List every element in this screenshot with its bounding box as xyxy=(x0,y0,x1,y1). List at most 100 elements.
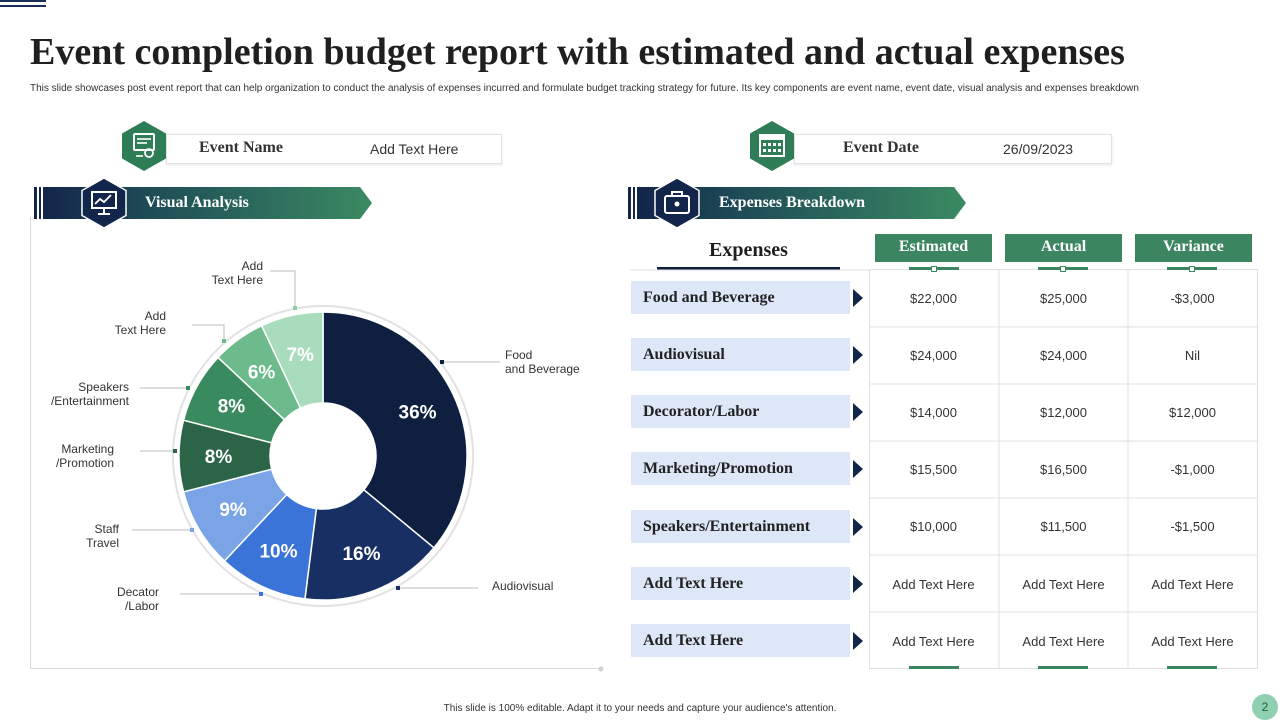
pie-slice-audiovisual-1 xyxy=(304,488,436,601)
event-date-label: Event Date xyxy=(843,139,919,156)
callout-label-add-text-here: Text Here xyxy=(212,273,264,287)
cell-marketing-estimated: $15,500 xyxy=(910,462,957,477)
cell-marketing-variance: -$1,000 xyxy=(1170,462,1215,477)
expenses-breakdown-banner xyxy=(628,187,966,219)
variance-bottom-accent xyxy=(1167,666,1217,669)
callout-dot xyxy=(190,528,194,532)
page-number: 2 xyxy=(1252,694,1278,720)
callout-label-add-text-here: Add xyxy=(145,309,166,323)
row-label-placeholder-1: Add Text Here xyxy=(631,567,850,600)
cell-food-actual: $25,000 xyxy=(1040,291,1087,306)
event-date-value[interactable]: 26/09/2023 xyxy=(1003,141,1074,157)
callout-label-staff-travel: Travel xyxy=(86,536,119,550)
event-name-box xyxy=(166,134,502,164)
cell-audiovisual-actual: $24,000 xyxy=(1040,348,1087,363)
cell-decorator-variance: $12,000 xyxy=(1169,405,1216,420)
actual-connector-dot xyxy=(1060,266,1066,272)
row-arrow-icon xyxy=(853,403,863,421)
expenses-breakdown-title: Expenses Breakdown xyxy=(719,194,865,211)
expenses-column-header: Expenses xyxy=(709,239,788,261)
callout-label-add-text-here: Add xyxy=(242,259,263,273)
row-label-decorator-labor: Decorator/Labor xyxy=(631,395,850,428)
cell-speakers-estimated: $10,000 xyxy=(910,519,957,534)
callout-dot xyxy=(440,360,444,364)
row-arrow-icon xyxy=(853,346,863,364)
table-top-rule xyxy=(630,269,870,271)
briefcase-icon xyxy=(654,177,700,229)
calendar-icon xyxy=(750,121,794,171)
row-arrow-icon xyxy=(853,518,863,536)
callout-dot xyxy=(222,339,226,343)
callout-label-audiovisual: Audiovisual xyxy=(492,579,553,593)
pie-percent-label: 36% xyxy=(399,403,437,424)
page-title: Event completion budget report with esti… xyxy=(30,31,1125,73)
pie-slice-add-text-here-7 xyxy=(260,311,324,410)
variance-connector-dot xyxy=(1189,266,1195,272)
callout-line xyxy=(270,270,296,308)
cell-audiovisual-estimated: $24,000 xyxy=(910,348,957,363)
cell-marketing-actual: $16,500 xyxy=(1040,462,1087,477)
row-label-placeholder-2: Add Text Here xyxy=(631,624,850,657)
pie-slice-food-and-beverage-0 xyxy=(322,311,468,549)
callout-label-decator-labor: Decator xyxy=(117,585,159,599)
cell-placeholder-1-actual: Add Text Here xyxy=(1022,577,1105,592)
presentation-icon xyxy=(81,177,127,229)
callout-label-marketing-promotion: Marketing xyxy=(61,442,114,456)
row-label-food-and-beverage: Food and Beverage xyxy=(631,281,850,314)
cell-food-variance: -$3,000 xyxy=(1170,291,1215,306)
callout-dot xyxy=(186,386,190,390)
callout-line xyxy=(192,324,225,341)
row-label-speakers-entertainment: Speakers/Entertainment xyxy=(631,510,850,543)
panel-corner-dot xyxy=(598,666,604,672)
cell-decorator-actual: $12,000 xyxy=(1040,405,1087,420)
pie-percent-label: 7% xyxy=(286,345,314,366)
pie-percent-label: 9% xyxy=(219,500,247,521)
event-name-label: Event Name xyxy=(199,139,283,156)
row-arrow-icon xyxy=(853,289,863,307)
cell-placeholder-1-estimated: Add Text Here xyxy=(892,577,975,592)
column-header-variance: Variance xyxy=(1135,234,1252,262)
callout-label-staff-travel: Staff xyxy=(95,522,120,536)
callout-dot xyxy=(173,449,177,453)
row-arrow-icon xyxy=(853,575,863,593)
callout-label-food-and-beverage: Food xyxy=(505,348,532,362)
row-arrow-icon xyxy=(853,632,863,650)
event-name-value[interactable]: Add Text Here xyxy=(370,141,459,157)
pie-percent-label: 10% xyxy=(259,542,297,563)
footer-note: This slide is 100% editable. Adapt it to… xyxy=(443,703,837,714)
expenses-header-underline xyxy=(657,267,840,270)
certificate-icon xyxy=(122,121,166,171)
column-header-actual: Actual xyxy=(1005,234,1122,262)
cell-decorator-estimated: $14,000 xyxy=(910,405,957,420)
donut-hole xyxy=(271,404,375,508)
cell-food-estimated: $22,000 xyxy=(910,291,957,306)
cell-placeholder-2-estimated: Add Text Here xyxy=(892,634,975,649)
cell-speakers-actual: $11,500 xyxy=(1040,519,1087,534)
cell-speakers-variance: -$1,500 xyxy=(1170,519,1215,534)
callout-label-food-and-beverage: and Beverage xyxy=(505,362,580,376)
callout-label-marketing-promotion: /Promotion xyxy=(56,456,114,470)
cell-placeholder-2-variance: Add Text Here xyxy=(1151,634,1234,649)
pie-percent-label: 16% xyxy=(342,544,380,565)
callout-label-decator-labor: /Labor xyxy=(125,599,159,613)
cell-placeholder-1-variance: Add Text Here xyxy=(1151,577,1234,592)
callout-label-speakers-entertainment: /Entertainment xyxy=(51,394,130,408)
callout-label-add-text-here: Text Here xyxy=(115,323,167,337)
pie-percent-label: 8% xyxy=(205,447,233,468)
visual-analysis-title: Visual Analysis xyxy=(145,194,249,211)
estimated-bottom-accent xyxy=(909,666,959,669)
cell-placeholder-2-actual: Add Text Here xyxy=(1022,634,1105,649)
page-subtitle: This slide showcases post event report t… xyxy=(30,83,1139,94)
pie-percent-label: 8% xyxy=(218,397,246,418)
callout-label-speakers-entertainment: Speakers xyxy=(78,380,129,394)
event-date-box xyxy=(794,134,1112,164)
callout-dot xyxy=(293,306,297,310)
row-label-audiovisual: Audiovisual xyxy=(631,338,850,371)
chart-panel xyxy=(30,217,602,669)
callout-dot xyxy=(396,586,400,590)
actual-bottom-accent xyxy=(1038,666,1088,669)
estimated-connector-dot xyxy=(931,266,937,272)
callout-dot xyxy=(259,592,263,596)
pie-percent-label: 6% xyxy=(248,362,276,383)
